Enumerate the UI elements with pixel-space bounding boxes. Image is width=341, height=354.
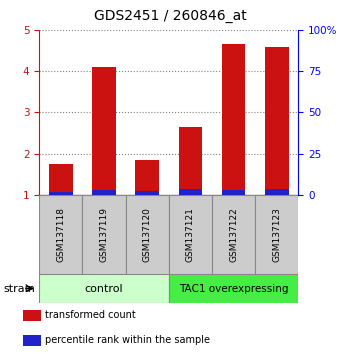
Bar [125,195,169,274]
Text: TAC1 overexpressing: TAC1 overexpressing [179,284,288,293]
Bar [179,189,202,195]
Bar [49,164,73,195]
Text: GSM137118: GSM137118 [56,207,65,262]
Bar [179,127,202,195]
Bar [49,192,73,195]
Bar [135,190,159,195]
Text: GDS2451 / 260846_at: GDS2451 / 260846_at [94,9,247,23]
Bar [92,67,116,195]
Bar [83,195,125,274]
Text: GSM137120: GSM137120 [143,207,152,262]
Bar [255,195,298,274]
Bar [135,160,159,195]
Text: strain: strain [3,284,35,293]
Bar [23,335,41,346]
Bar [23,310,41,321]
Bar [92,190,116,195]
Bar [222,190,246,195]
Text: control: control [85,284,123,293]
Text: GSM137119: GSM137119 [100,207,108,262]
Bar [169,195,212,274]
Bar [265,46,288,195]
Bar [39,274,169,303]
Bar [265,189,288,195]
Text: GSM137123: GSM137123 [272,207,281,262]
Text: transformed count: transformed count [45,310,136,320]
Text: GSM137121: GSM137121 [186,207,195,262]
Bar [39,195,83,274]
Text: GSM137122: GSM137122 [229,207,238,262]
Text: percentile rank within the sample: percentile rank within the sample [45,335,210,345]
Bar [212,195,255,274]
Bar [222,45,246,195]
Bar [169,274,298,303]
